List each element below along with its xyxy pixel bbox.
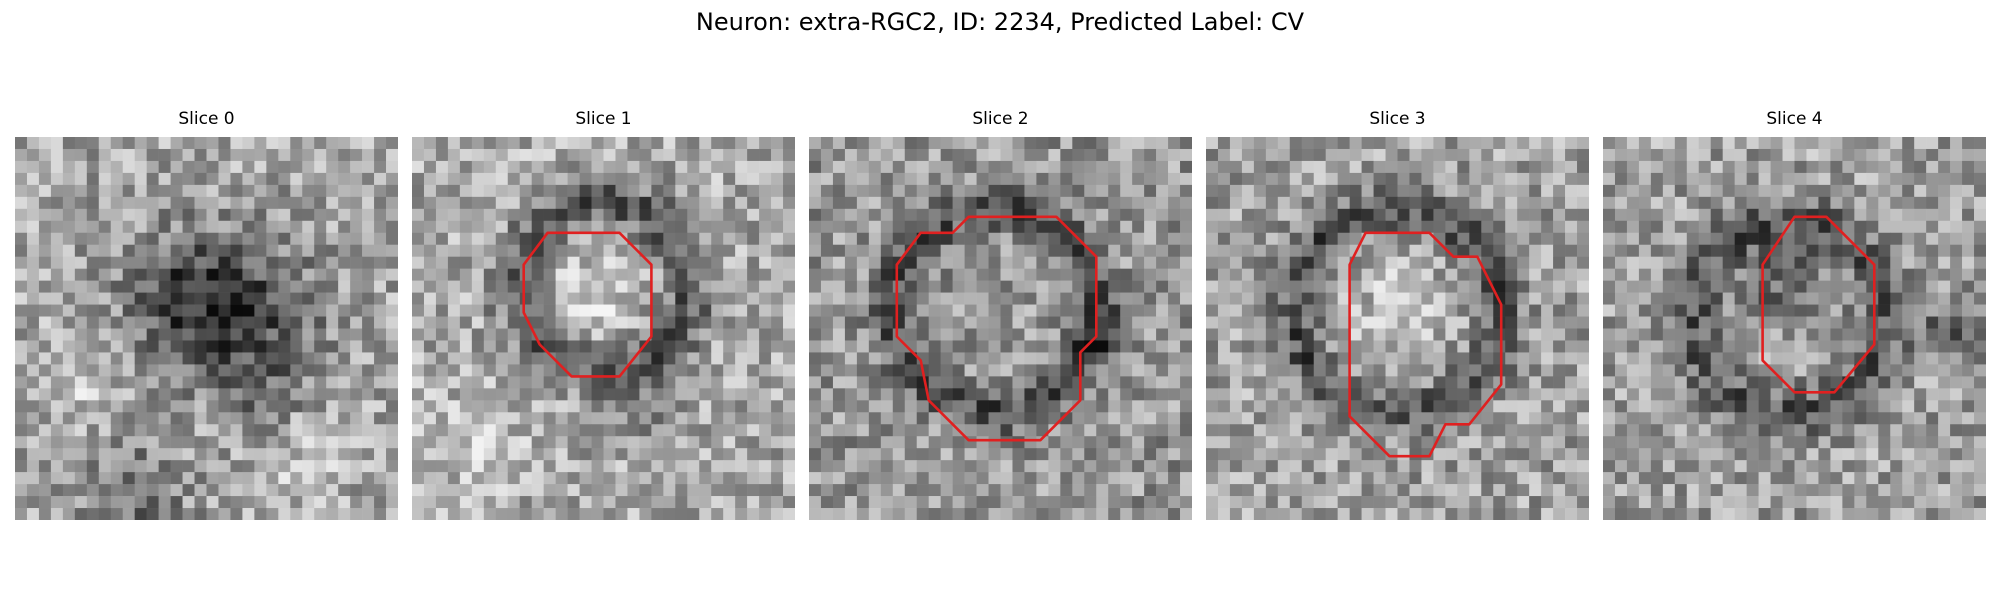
slice-panel-4: Slice 4: [1603, 108, 1986, 520]
slice-image-0: [15, 137, 398, 520]
slice-title-1: Slice 1: [575, 109, 632, 129]
slice-title-0: Slice 0: [178, 109, 235, 129]
roi-contour-2: [895, 215, 1098, 442]
slice-image-2: [809, 137, 1192, 520]
slice-title-4: Slice 4: [1766, 109, 1823, 129]
slice-image-4: [1603, 137, 1986, 520]
slice-panel-2: Slice 2: [809, 108, 1192, 520]
slice-panel-0: Slice 0: [15, 108, 398, 520]
slice-panel-3: Slice 3: [1206, 108, 1589, 520]
slice-image-3: [1206, 137, 1589, 520]
slice-title-3: Slice 3: [1369, 109, 1426, 129]
slice-panel-1: Slice 1: [412, 108, 795, 520]
roi-contour-3: [1348, 231, 1503, 458]
roi-contour-4: [1761, 215, 1876, 394]
slice-image-1: [412, 137, 795, 520]
roi-contour-1: [522, 231, 653, 378]
slice-title-2: Slice 2: [972, 109, 1029, 129]
figure-title: Neuron: extra-RGC2, ID: 2234, Predicted …: [695, 8, 1305, 36]
